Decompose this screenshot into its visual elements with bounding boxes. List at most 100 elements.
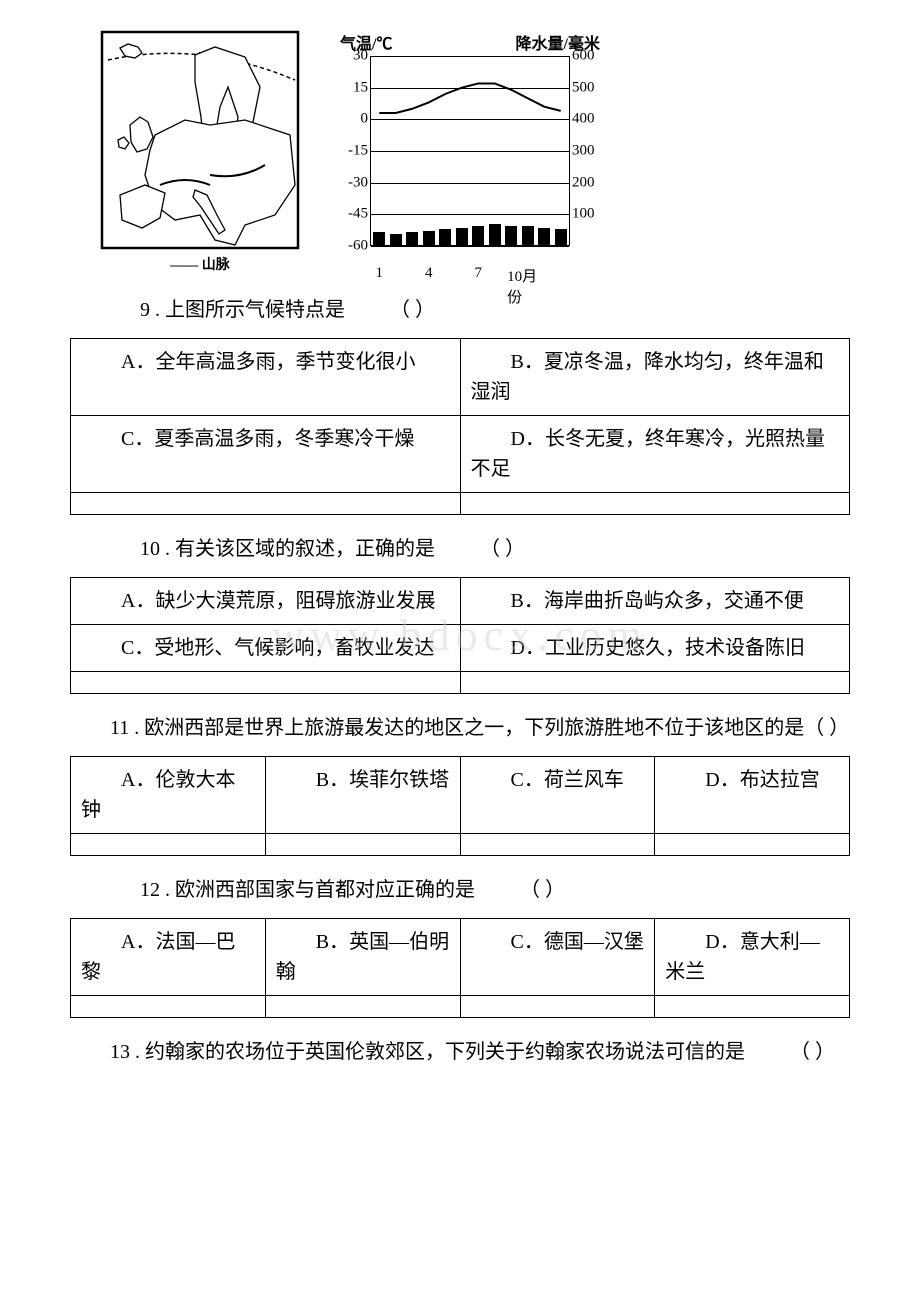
question-11: 11 . 欧洲西部是世界上旅游最发达的地区之一，下列旅游胜地不位于该地区的是（ … <box>70 712 850 744</box>
europe-map: 北极圈 —— 山脉 <box>100 30 300 274</box>
climate-chart: 气温/℃ 降水量/毫米 30150-15-30-45-6060050040030… <box>340 30 600 246</box>
q9-option-b: B．夏凉冬温，降水均匀，终年温和湿润 <box>460 339 850 416</box>
q10-c-text: C．受地形、气候影响，畜牧业发达 <box>121 637 434 659</box>
q10-num: 10 . <box>140 538 170 560</box>
q11-b-text: B．埃菲尔铁塔 <box>316 769 449 791</box>
q12-options-table: A．法国—巴黎 B．英国—伯明翰 C．德国—汉堡 D．意大利—米兰 <box>70 918 850 1018</box>
chart-plot-area: 30150-15-30-45-6060050040030020010014710… <box>370 56 570 246</box>
empty-cell <box>460 493 850 515</box>
question-13: 13 . 约翰家的农场位于英国伦敦郊区，下列关于约翰家农场说法可信的是 （ ） <box>70 1036 850 1068</box>
q11-a-text: A．伦敦大本钟 <box>81 769 235 821</box>
q11-text: 欧洲西部是世界上旅游最发达的地区之一，下列旅游胜地不位于该地区的是（ ） <box>144 717 849 739</box>
q12-num: 12 . <box>140 879 170 901</box>
q11-options-table: A．伦敦大本钟 B．埃菲尔铁塔 C．荷兰风车 D．布达拉宫 <box>70 756 850 856</box>
empty-cell <box>460 996 655 1018</box>
precip-bar <box>538 228 550 245</box>
precip-bar <box>505 226 517 245</box>
empty-cell <box>460 672 850 694</box>
precip-bar <box>406 232 418 245</box>
ytick-left: 30 <box>336 48 368 65</box>
q9-b-text: B．夏凉冬温，降水均匀，终年温和湿润 <box>471 351 824 403</box>
precip-bar <box>522 226 534 245</box>
empty-cell <box>460 834 655 856</box>
q9-a-text: A．全年高温多雨，季节变化很小 <box>121 351 415 373</box>
question-10: 10 . 有关该区域的叙述，正确的是 （ ） <box>140 533 850 565</box>
q10-b-text: B．海岸曲折岛屿众多，交通不便 <box>511 590 804 612</box>
ytick-left: -30 <box>336 174 368 191</box>
q11-option-c: C．荷兰风车 <box>460 757 655 834</box>
q12-a-text: A．法国—巴黎 <box>81 931 235 983</box>
gridline <box>371 151 569 152</box>
empty-cell <box>71 834 266 856</box>
ytick-left: -60 <box>336 238 368 255</box>
q9-option-d: D．长冬无夏，终年寒冷，光照热量不足 <box>460 416 850 493</box>
q9-option-c: C．夏季高温多雨，冬季寒冷干燥 <box>71 416 461 493</box>
q9-options-table: A．全年高温多雨，季节变化很小 B．夏凉冬温，降水均匀，终年温和湿润 C．夏季高… <box>70 338 850 515</box>
precip-bar <box>472 226 484 245</box>
precip-bar <box>373 232 385 245</box>
empty-cell <box>655 996 850 1018</box>
precip-bar <box>390 234 402 245</box>
empty-cell <box>71 493 461 515</box>
q12-b-text: B．英国—伯明翰 <box>276 931 449 983</box>
empty-cell <box>71 672 461 694</box>
q12-text: 欧洲西部国家与首都对应正确的是 <box>175 879 475 901</box>
precip-bar <box>555 229 567 245</box>
q11-c-text: C．荷兰风车 <box>511 769 624 791</box>
q9-text: 上图所示气候特点是 <box>165 299 345 321</box>
gridline <box>371 214 569 215</box>
ytick-right: 600 <box>572 48 604 65</box>
gridline <box>371 246 569 247</box>
x-tick-label: 1 <box>376 265 384 282</box>
ytick-right: 400 <box>572 111 604 128</box>
q11-num: 11 . <box>110 717 139 739</box>
q13-paren: （ ） <box>790 1041 835 1063</box>
q11-option-d: D．布达拉宫 <box>655 757 850 834</box>
ytick-left: -45 <box>336 206 368 223</box>
q11-option-a: A．伦敦大本钟 <box>71 757 266 834</box>
q9-d-text: D．长冬无夏，终年寒冷，光照热量不足 <box>471 428 825 480</box>
q10-options-table: A．缺少大漠荒原，阻碍旅游业发展 B．海岸曲折岛屿众多，交通不便 C．受地形、气… <box>70 577 850 694</box>
q11-option-b: B．埃菲尔铁塔 <box>265 757 460 834</box>
gridline <box>371 88 569 89</box>
q13-num: 13 . <box>110 1041 140 1063</box>
gridline <box>371 119 569 120</box>
ytick-right: 300 <box>572 143 604 160</box>
empty-cell <box>265 996 460 1018</box>
map-svg: 北极圈 <box>100 30 300 250</box>
question-12: 12 . 欧洲西部国家与首都对应正确的是 （ ） <box>140 874 850 906</box>
q12-option-a: A．法国—巴黎 <box>71 919 266 996</box>
q12-d-text: D．意大利—米兰 <box>665 931 819 983</box>
figure-row: 北极圈 —— 山脉 气温/℃ 降水量/毫米 30150-15-30- <box>100 30 850 274</box>
ytick-right: 200 <box>572 174 604 191</box>
ytick-left: 0 <box>336 111 368 128</box>
x-tick-label: 4 <box>425 265 433 282</box>
gridline <box>371 183 569 184</box>
precip-bar <box>423 231 435 245</box>
precip-bar <box>439 229 451 245</box>
q10-option-a: A．缺少大漠荒原，阻碍旅游业发展 <box>71 578 461 625</box>
q9-c-text: C．夏季高温多雨，冬季寒冷干燥 <box>121 428 414 450</box>
q9-paren: （ ） <box>390 299 435 321</box>
empty-cell <box>265 834 460 856</box>
q10-option-d: D．工业历史悠久，技术设备陈旧 <box>460 625 850 672</box>
q12-option-c: C．德国—汉堡 <box>460 919 655 996</box>
ytick-left: 15 <box>336 79 368 96</box>
q12-option-d: D．意大利—米兰 <box>655 919 850 996</box>
q10-text: 有关该区域的叙述，正确的是 <box>175 538 435 560</box>
empty-cell <box>655 834 850 856</box>
x-tick-label: 7 <box>475 265 483 282</box>
q11-d-text: D．布达拉宫 <box>705 769 819 791</box>
gridline <box>371 56 569 57</box>
q10-d-text: D．工业历史悠久，技术设备陈旧 <box>511 637 805 659</box>
q12-option-b: B．英国—伯明翰 <box>265 919 460 996</box>
ytick-left: -15 <box>336 143 368 160</box>
precip-bar <box>456 228 468 245</box>
q10-paren: （ ） <box>480 538 525 560</box>
q10-option-b: B．海岸曲折岛屿众多，交通不便 <box>460 578 850 625</box>
precip-bar <box>489 224 501 245</box>
empty-cell <box>71 996 266 1018</box>
ytick-right: 500 <box>572 79 604 96</box>
ytick-right: 100 <box>572 206 604 223</box>
question-9: 9 . 上图所示气候特点是 （ ） <box>140 294 850 326</box>
